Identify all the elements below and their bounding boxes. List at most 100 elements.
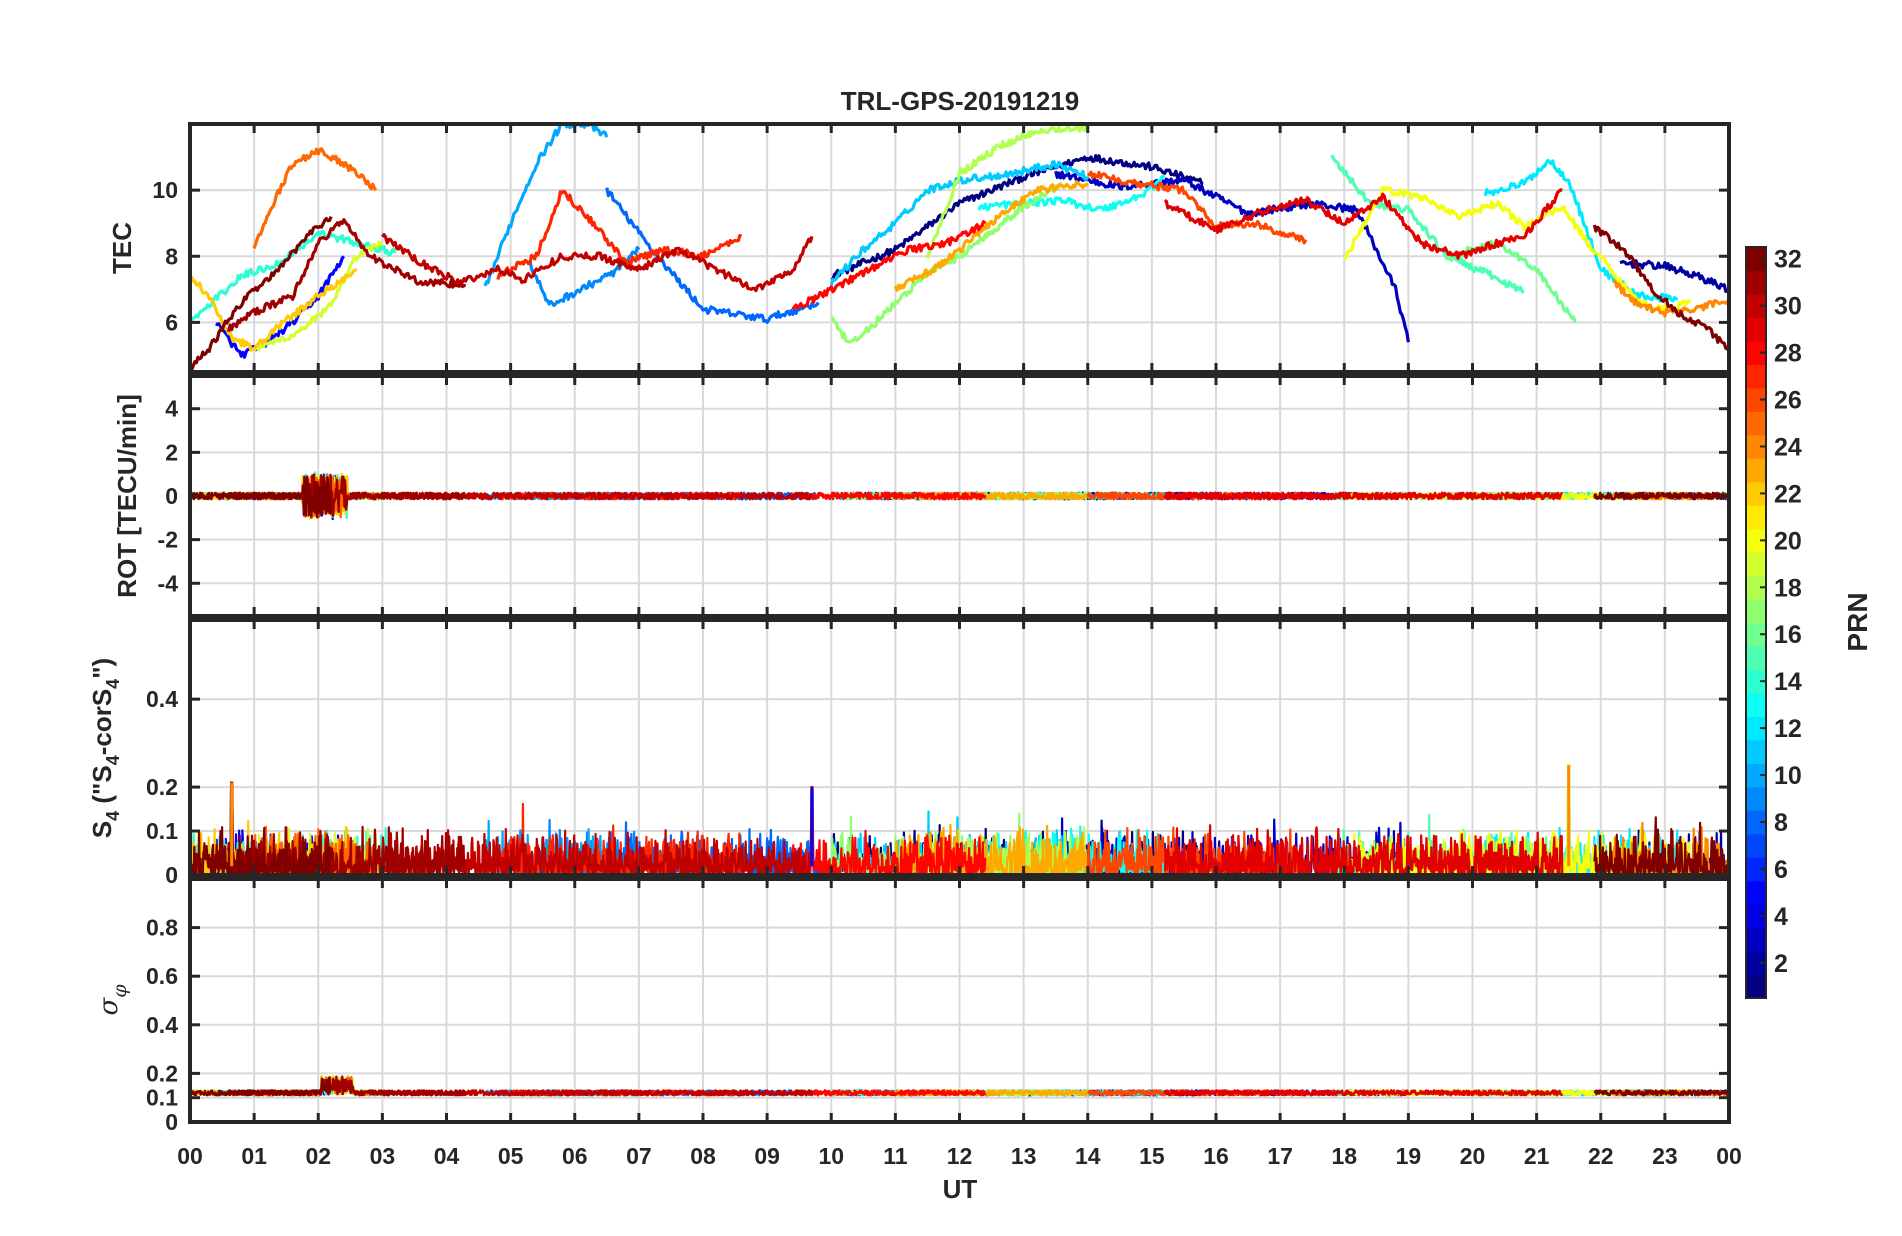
tec-series-prn-27 xyxy=(496,189,743,281)
tec-series-prn-13 xyxy=(977,175,1165,213)
colorbar-segment xyxy=(1746,575,1766,600)
tec-series-prn-32 xyxy=(190,215,333,372)
colorbar-tick-label: 30 xyxy=(1774,293,1802,321)
colorbar-segment xyxy=(1746,528,1766,553)
colorbar-segment xyxy=(1746,411,1766,436)
x-axis-ticks: 00 01 02 03 04 05 06 07 08 09 10 11 12 13 14 15 16 17 18 19… xyxy=(177,1143,1742,1169)
y-tick-label: -2 xyxy=(158,527,178,553)
colorbar-segment xyxy=(1746,716,1766,741)
colorbar-segment xyxy=(1746,951,1766,976)
x-tick-label: 04 xyxy=(434,1143,460,1169)
y-tick-label: 6 xyxy=(165,309,178,335)
y-tick-label: 2 xyxy=(165,439,178,465)
colorbar xyxy=(1746,247,1766,999)
x-tick-label: 19 xyxy=(1396,1143,1422,1169)
panel-s4: 0 0.1 0.2 0.4 S4 ("S4-corS4") xyxy=(87,618,1731,888)
colorbar-tick-label: 32 xyxy=(1774,246,1802,274)
y-tick-label: 0.8 xyxy=(146,915,178,941)
panel-s4-ylabel: S4 ("S4-corS4") xyxy=(87,658,123,838)
y-tick-label: 8 xyxy=(165,243,178,269)
colorbar-segment xyxy=(1746,810,1766,835)
tec-series-prn-22 xyxy=(190,268,358,352)
tec-series-prn-15 xyxy=(1330,154,1525,294)
x-tick-label: 22 xyxy=(1588,1143,1614,1169)
colorbar-segment xyxy=(1746,599,1766,624)
colorbar-tick-label: 26 xyxy=(1774,387,1802,415)
tec-series-prn-25 xyxy=(252,147,378,249)
colorbar-segment xyxy=(1746,458,1766,483)
colorbar-segment xyxy=(1746,880,1766,905)
colorbar-label: PRN xyxy=(1842,592,1873,651)
y-tick-label: 0.1 xyxy=(146,1085,178,1111)
colorbar-tick-label: 8 xyxy=(1774,809,1788,837)
x-tick-label: 21 xyxy=(1524,1143,1550,1169)
y-tick-label: 0.1 xyxy=(146,818,178,844)
x-tick-label: 05 xyxy=(498,1143,524,1169)
panel-rot: -4 -2 0 2 4 ROT [TECU/min] xyxy=(112,374,1731,618)
s4-series-prn-32 xyxy=(1593,816,1729,875)
tec-series-prn-26 xyxy=(1086,170,1308,245)
panel-sigma-ylabel: σφ xyxy=(94,984,131,1016)
colorbar-tick-label: 12 xyxy=(1774,715,1802,743)
colorbar-tick-label: 2 xyxy=(1774,950,1788,978)
colorbar-segment xyxy=(1746,833,1766,858)
colorbar-tick-label: 4 xyxy=(1774,903,1788,931)
tec-series-prn-28 xyxy=(791,220,987,311)
colorbar-segment xyxy=(1746,669,1766,694)
colorbar-tick-label: 24 xyxy=(1774,433,1802,461)
x-tick-label: 03 xyxy=(370,1143,396,1169)
x-tick-label: 16 xyxy=(1203,1143,1229,1169)
colorbar-segment xyxy=(1746,387,1766,412)
s4-series-prn-32 xyxy=(190,781,333,875)
colorbar-segment xyxy=(1746,270,1766,295)
y-tick-label: 0.4 xyxy=(146,686,178,712)
panel-rot-ylabel: ROT [TECU/min] xyxy=(112,394,142,598)
colorbar-tick-label: 18 xyxy=(1774,574,1802,602)
colorbar-segment xyxy=(1746,552,1766,577)
y-tick-label: 0.2 xyxy=(146,774,178,800)
colorbar-tick-label: 22 xyxy=(1774,480,1802,508)
tec-series-prn-18 xyxy=(925,124,1090,259)
tec-series-prn-8 xyxy=(605,187,820,324)
tec-series-prn-32 xyxy=(1592,224,1729,351)
colorbar-tick-label: 10 xyxy=(1774,762,1802,790)
colorbar-segment xyxy=(1746,739,1766,764)
colorbar-segment xyxy=(1746,293,1766,319)
x-tick-label: 15 xyxy=(1139,1143,1165,1169)
rot-series-prn-29 xyxy=(1163,491,1564,501)
tec-series-prn-19 xyxy=(252,240,384,352)
y-tick-label: 10 xyxy=(152,177,178,203)
panel-s4-frame xyxy=(188,618,1731,877)
rot-series-prn-32 xyxy=(1593,491,1729,501)
sig-series-prn-32 xyxy=(190,1076,333,1097)
y-tick-label: 0.6 xyxy=(146,963,178,989)
colorbar-segment xyxy=(1746,786,1766,811)
colorbar-tick-label: 14 xyxy=(1774,668,1802,696)
colorbar-segment xyxy=(1746,434,1766,459)
x-axis-label: UT xyxy=(943,1174,978,1204)
x-tick-label: 06 xyxy=(562,1143,588,1169)
x-tick-label: 10 xyxy=(818,1143,844,1169)
x-tick-label: 07 xyxy=(626,1143,652,1169)
colorbar-segment xyxy=(1746,505,1766,530)
colorbar-segment xyxy=(1746,692,1766,717)
colorbar-segment xyxy=(1746,857,1766,882)
x-tick-label: 02 xyxy=(305,1143,331,1169)
tec-series-prn-30 xyxy=(381,233,814,293)
y-tick-label: 0.4 xyxy=(146,1012,178,1038)
x-tick-label: 11 xyxy=(883,1143,908,1169)
sig-series-prn-29 xyxy=(1163,1089,1564,1097)
panel-tec-ylabel: TEC xyxy=(107,222,137,274)
colorbar-tick-label: 20 xyxy=(1774,527,1802,555)
colorbar-segment xyxy=(1746,364,1766,389)
colorbar-segment xyxy=(1746,340,1766,365)
x-tick-label: 00 xyxy=(177,1143,203,1169)
tec-series-prn-16 xyxy=(1445,239,1577,323)
panel-sigma-grid xyxy=(190,879,1729,1123)
colorbar-tick-label: 6 xyxy=(1774,856,1788,884)
sig-series-prn-28 xyxy=(791,1089,987,1097)
tec-series-prn-23 xyxy=(893,180,1089,292)
x-tick-label: 08 xyxy=(690,1143,716,1169)
